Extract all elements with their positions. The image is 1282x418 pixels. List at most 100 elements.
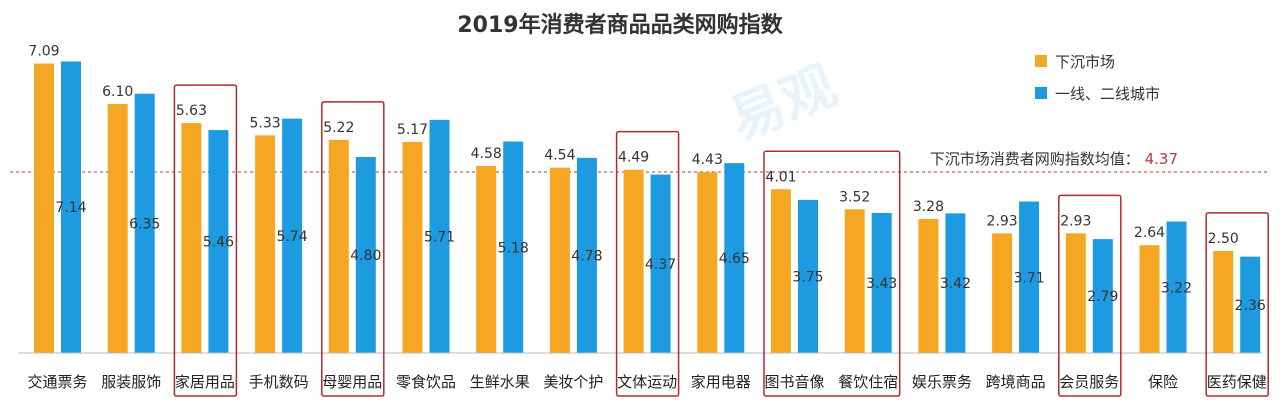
bar-tier1-tier2 — [650, 174, 671, 353]
bar-sinking-market — [918, 219, 939, 353]
bar-tier1-tier2 — [134, 93, 155, 354]
bar-tier1-tier2 — [1240, 256, 1261, 353]
data-label-sinking-market: 2.93 — [1060, 213, 1091, 229]
highlight-box — [615, 130, 680, 397]
bar-tier1-tier2 — [945, 213, 966, 353]
bar-tier1-tier2 — [503, 141, 524, 353]
bar-sinking-market — [476, 165, 497, 353]
x-tick-label: 家居用品 — [175, 373, 235, 391]
x-tick-label: 零食饮品 — [396, 373, 456, 391]
reference-line-label: 下沉市场消费者网购指数均值： 4.37 — [930, 150, 1178, 168]
reference-line-value: 4.37 — [1145, 150, 1178, 168]
bar-sinking-market — [623, 169, 644, 353]
watermark-text: 易观 — [721, 53, 845, 152]
x-tick-label: 餐饮住宿 — [838, 373, 898, 391]
highlight-box — [1205, 212, 1269, 397]
data-label-sinking-market: 4.43 — [692, 152, 723, 168]
bar-sinking-market — [992, 233, 1013, 353]
data-label-sinking-market: 2.64 — [1134, 225, 1165, 241]
highlight-box — [1058, 194, 1122, 397]
bar-sinking-market — [1213, 250, 1234, 353]
highlight-box — [763, 150, 901, 397]
data-label-tier1-tier2: 5.71 — [424, 229, 455, 245]
data-label-sinking-market: 5.22 — [323, 120, 354, 136]
bar-sinking-market — [549, 167, 570, 353]
bar-tier1-tier2 — [208, 130, 229, 353]
data-label-sinking-market: 5.17 — [397, 122, 428, 138]
data-label-tier1-tier2: 7.14 — [55, 200, 86, 216]
data-label-tier1-tier2: 3.71 — [1014, 270, 1045, 286]
x-tick-label: 美妆个护 — [543, 373, 603, 391]
bar-tier1-tier2 — [282, 118, 303, 353]
data-label-tier1-tier2: 4.37 — [645, 257, 676, 273]
data-label-sinking-market: 4.54 — [544, 148, 575, 164]
bar-tier1-tier2 — [61, 61, 81, 353]
x-tick-label: 保险 — [1148, 373, 1178, 391]
bar-tier1-tier2 — [1092, 239, 1113, 353]
data-label-sinking-market: 5.33 — [250, 115, 281, 131]
bar-sinking-market — [697, 172, 718, 353]
bar-tier1-tier2 — [1166, 221, 1187, 353]
bar-sinking-market — [402, 141, 423, 353]
reference-line-label-text: 下沉市场消费者网购指数均值： — [930, 150, 1140, 168]
x-tick-label: 跨境商品 — [986, 373, 1046, 391]
legend-label-tier1-tier2: 一线、二线城市 — [1055, 85, 1160, 103]
legend: 下沉市场 一线、二线城市 — [1035, 53, 1160, 103]
data-label-sinking-market: 5.63 — [176, 103, 207, 119]
data-label-sinking-market: 4.01 — [765, 169, 796, 185]
data-label-tier1-tier2: 3.42 — [940, 276, 971, 292]
x-tick-label: 娱乐票务 — [912, 373, 972, 391]
bar-tier1-tier2 — [355, 157, 376, 353]
bar-tier1-tier2 — [871, 212, 892, 353]
legend-swatch-sinking-market — [1035, 55, 1047, 67]
data-label-sinking-market: 3.52 — [839, 189, 870, 205]
bar-sinking-market — [328, 139, 349, 353]
x-tick-label: 会员服务 — [1059, 373, 1119, 391]
bar-tier1-tier2 — [798, 199, 818, 353]
x-tick-label: 交通票务 — [27, 373, 87, 391]
bar-sinking-market — [844, 209, 865, 353]
x-tick-label: 家用电器 — [691, 373, 751, 391]
data-label-tier1-tier2: 4.65 — [719, 251, 750, 267]
data-label-tier1-tier2: 4.80 — [350, 248, 381, 264]
bar-tier1-tier2 — [724, 163, 745, 353]
data-label-sinking-market: 6.10 — [102, 84, 133, 100]
x-tick-label: 医药保健 — [1207, 373, 1267, 391]
data-label-tier1-tier2: 3.75 — [792, 269, 823, 285]
highlight-box — [173, 84, 238, 397]
x-tick-label: 服装服饰 — [101, 373, 161, 391]
bar-sinking-market — [1139, 245, 1160, 353]
x-tick-label: 文体运动 — [617, 373, 677, 391]
data-label-tier1-tier2: 5.74 — [277, 229, 308, 245]
x-tick-label: 母婴用品 — [322, 373, 382, 391]
data-label-tier1-tier2: 5.18 — [498, 240, 529, 256]
data-label-tier1-tier2: 3.22 — [1161, 280, 1192, 296]
bar-tier1-tier2 — [1019, 201, 1040, 353]
data-label-sinking-market: 2.50 — [1208, 231, 1239, 247]
data-label-sinking-market: 3.28 — [913, 199, 944, 215]
data-label-tier1-tier2: 3.43 — [866, 276, 897, 292]
bar-sinking-market — [181, 123, 202, 353]
bar-sinking-market — [771, 189, 791, 353]
data-label-sinking-market: 4.49 — [618, 150, 649, 166]
data-label-sinking-market: 2.93 — [987, 213, 1018, 229]
bar-sinking-market — [1065, 233, 1086, 353]
chart-title: 2019年消费者商品品类网购指数 — [457, 12, 783, 38]
bar-tier1-tier2 — [576, 157, 597, 353]
data-label-tier1-tier2: 5.46 — [203, 235, 234, 251]
legend-swatch-tier1-tier2 — [1035, 87, 1047, 99]
x-tick-label: 手机数码 — [249, 373, 309, 391]
x-tick-label: 生鲜水果 — [470, 373, 530, 391]
legend-label-sinking-market: 下沉市场 — [1055, 53, 1115, 71]
data-label-sinking-market: 4.58 — [471, 146, 502, 162]
data-label-tier1-tier2: 6.35 — [129, 216, 160, 232]
data-label-sinking-market: 7.09 — [28, 44, 59, 60]
highlight-box — [321, 101, 385, 397]
data-label-tier1-tier2: 2.79 — [1087, 289, 1118, 305]
data-label-tier1-tier2: 4.78 — [571, 248, 602, 264]
bar-sinking-market — [34, 63, 54, 354]
data-label-tier1-tier2: 2.36 — [1235, 298, 1266, 314]
bar-tier1-tier2 — [429, 119, 450, 353]
